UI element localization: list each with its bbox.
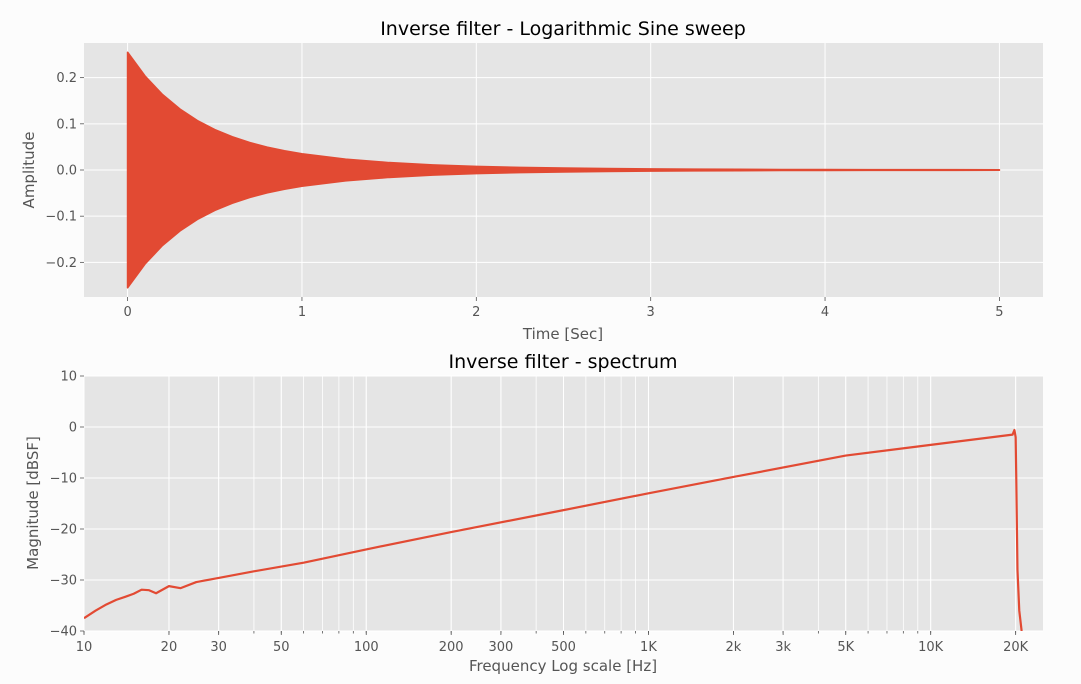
x-tick-label: 1 [298,305,306,320]
x-tick-label: 300 [488,640,513,655]
x-tick-label: 2 [472,305,480,320]
y-tick-label: 0 [69,421,77,436]
y-axis-label: Amplitude [20,132,38,209]
x-tick-label: 10 [76,640,93,655]
x-axis-label: Frequency Log scale [Hz] [469,657,657,675]
x-tick-label: 5 [995,305,1003,320]
y-tick-label: −0.2 [45,256,77,271]
series-marks [126,51,1001,289]
spectrum-chart: 10 20 30 50 100 200 300 500 1K 2k 3k 5K 10K 20K 100−1… [24,351,1043,675]
x-tick-label: 200 [439,640,464,655]
x-tick-label: 20K [1003,640,1029,655]
y-tick-label: 0.0 [56,164,77,179]
spectrum-line [84,428,1023,631]
x-tick-label: 3 [647,305,655,320]
y-ticks: 10 0 −10 −20 −30 −40 [50,370,84,640]
y-tick-label: 10 [60,370,77,385]
x-tick-label: 50 [273,640,290,655]
y-tick-label: −20 [50,523,77,538]
sweep-envelope [126,51,1001,289]
chart-title: Inverse filter - Logarithmic Sine sweep [380,18,746,40]
time-domain-chart: 0 1 2 3 4 5 0.2 0.1 0.0 −0.1 −0.2 Inverse filter … [20,18,1043,343]
x-tick-label: 1K [640,640,657,655]
y-axis-label: Magnitude [dBSF] [24,436,42,570]
series-marks [84,428,1023,631]
x-tick-label: 2k [726,640,742,655]
x-tick-label: 30 [210,640,227,655]
x-tick-label: 5K [837,640,854,655]
y-tick-label: 0.2 [56,71,77,86]
x-tick-label: 10K [918,640,944,655]
x-tick-label: 20 [161,640,178,655]
x-ticks: 0 1 2 3 4 5 [123,297,1004,320]
chart-title: Inverse filter - spectrum [448,351,677,373]
y-tick-label: −40 [50,625,77,640]
x-tick-label: 100 [354,640,379,655]
y-tick-label: −10 [50,472,77,487]
y-ticks: 0.2 0.1 0.0 −0.1 −0.2 [45,71,84,271]
grid [83,375,1043,632]
y-tick-label: −30 [50,574,77,589]
y-tick-label: 0.1 [56,117,77,132]
x-ticks: 10 20 30 50 100 200 300 500 1K 2k 3k 5K 10K 20K [76,631,1029,655]
x-axis-label: Time [Sec] [522,325,603,343]
x-tick-label: 4 [821,305,829,320]
x-tick-label: 500 [551,640,576,655]
x-tick-label: 0 [123,305,131,320]
x-tick-label: 3k [775,640,791,655]
y-tick-label: −0.1 [45,210,77,225]
